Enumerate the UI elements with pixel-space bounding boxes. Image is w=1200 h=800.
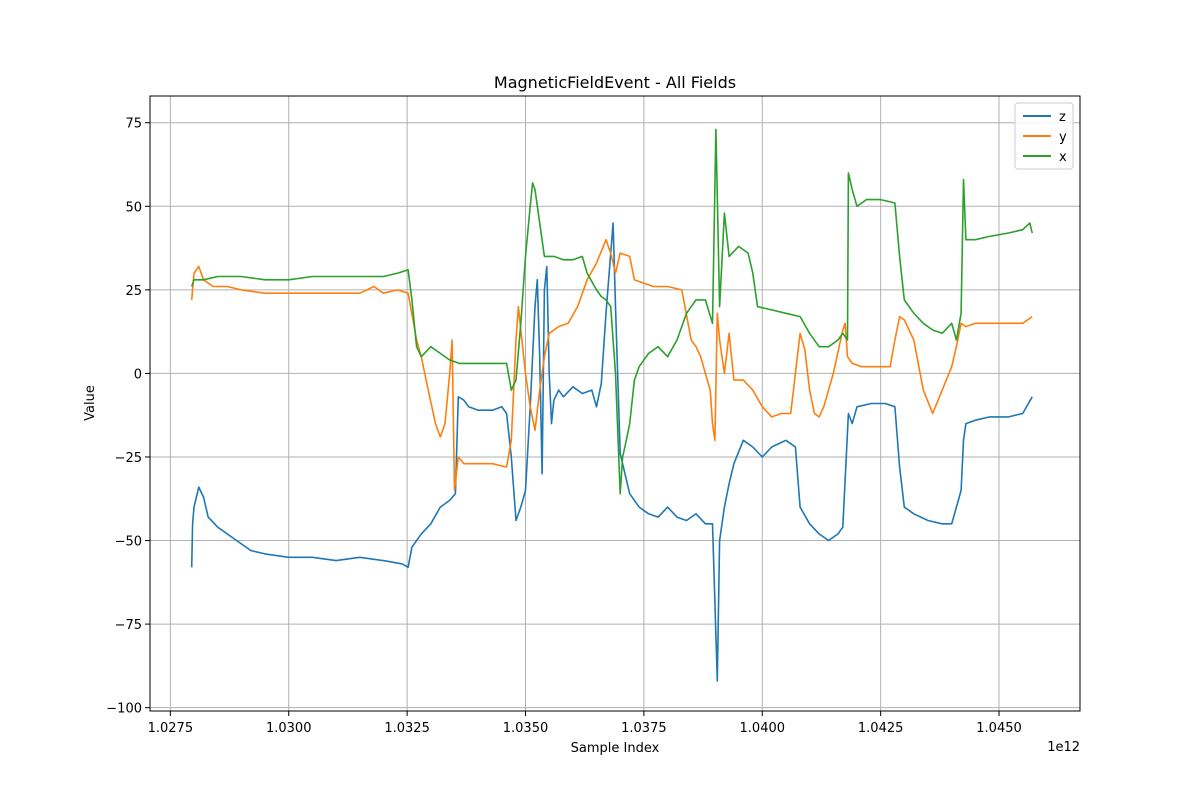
legend: zyx [1014,102,1074,170]
y-axis-label: Value [83,385,98,421]
y-tick-label: −100 [106,702,142,717]
x-tick-label: 1.0400 [740,721,786,736]
y-axis: −100 −75 −50 −25 0 25 50 75 [106,117,150,717]
x-tick-label: 1.0450 [976,721,1022,736]
y-tick-label: −75 [115,618,142,633]
legend-label-y: y [1059,130,1067,145]
series-line-z [190,222,1033,682]
x-tick-label: 1.0275 [148,721,194,736]
x-tick-label: 1.0350 [503,721,549,736]
y-tick-label: 0 [134,367,142,382]
legend-label-x: x [1059,150,1067,165]
legend-label-z: z [1059,110,1066,125]
x-tick-label: 1.0325 [384,721,430,736]
y-tick-label: 50 [125,200,142,215]
plot-area-frame [149,95,1081,712]
y-tick-label: 25 [125,284,142,299]
series-line-y [190,238,1033,492]
series-line-x [190,128,1033,495]
x-axis-offset-label: 1e12 [1047,740,1080,755]
x-tick-label: 1.0425 [858,721,904,736]
series-layer [190,128,1033,682]
x-axis: 1.0275 1.0300 1.0325 1.0350 1.0375 1.0400 1.04… [148,711,1022,736]
y-tick-label: 75 [125,117,142,132]
y-tick-label: −50 [115,535,142,550]
y-tick-label: −25 [115,451,142,466]
x-tick-label: 1.0300 [266,721,312,736]
chart-title: MagneticFieldEvent - All Fields [494,73,736,92]
x-tick-label: 1.0375 [621,721,667,736]
x-axis-label: Sample Index [571,741,660,756]
